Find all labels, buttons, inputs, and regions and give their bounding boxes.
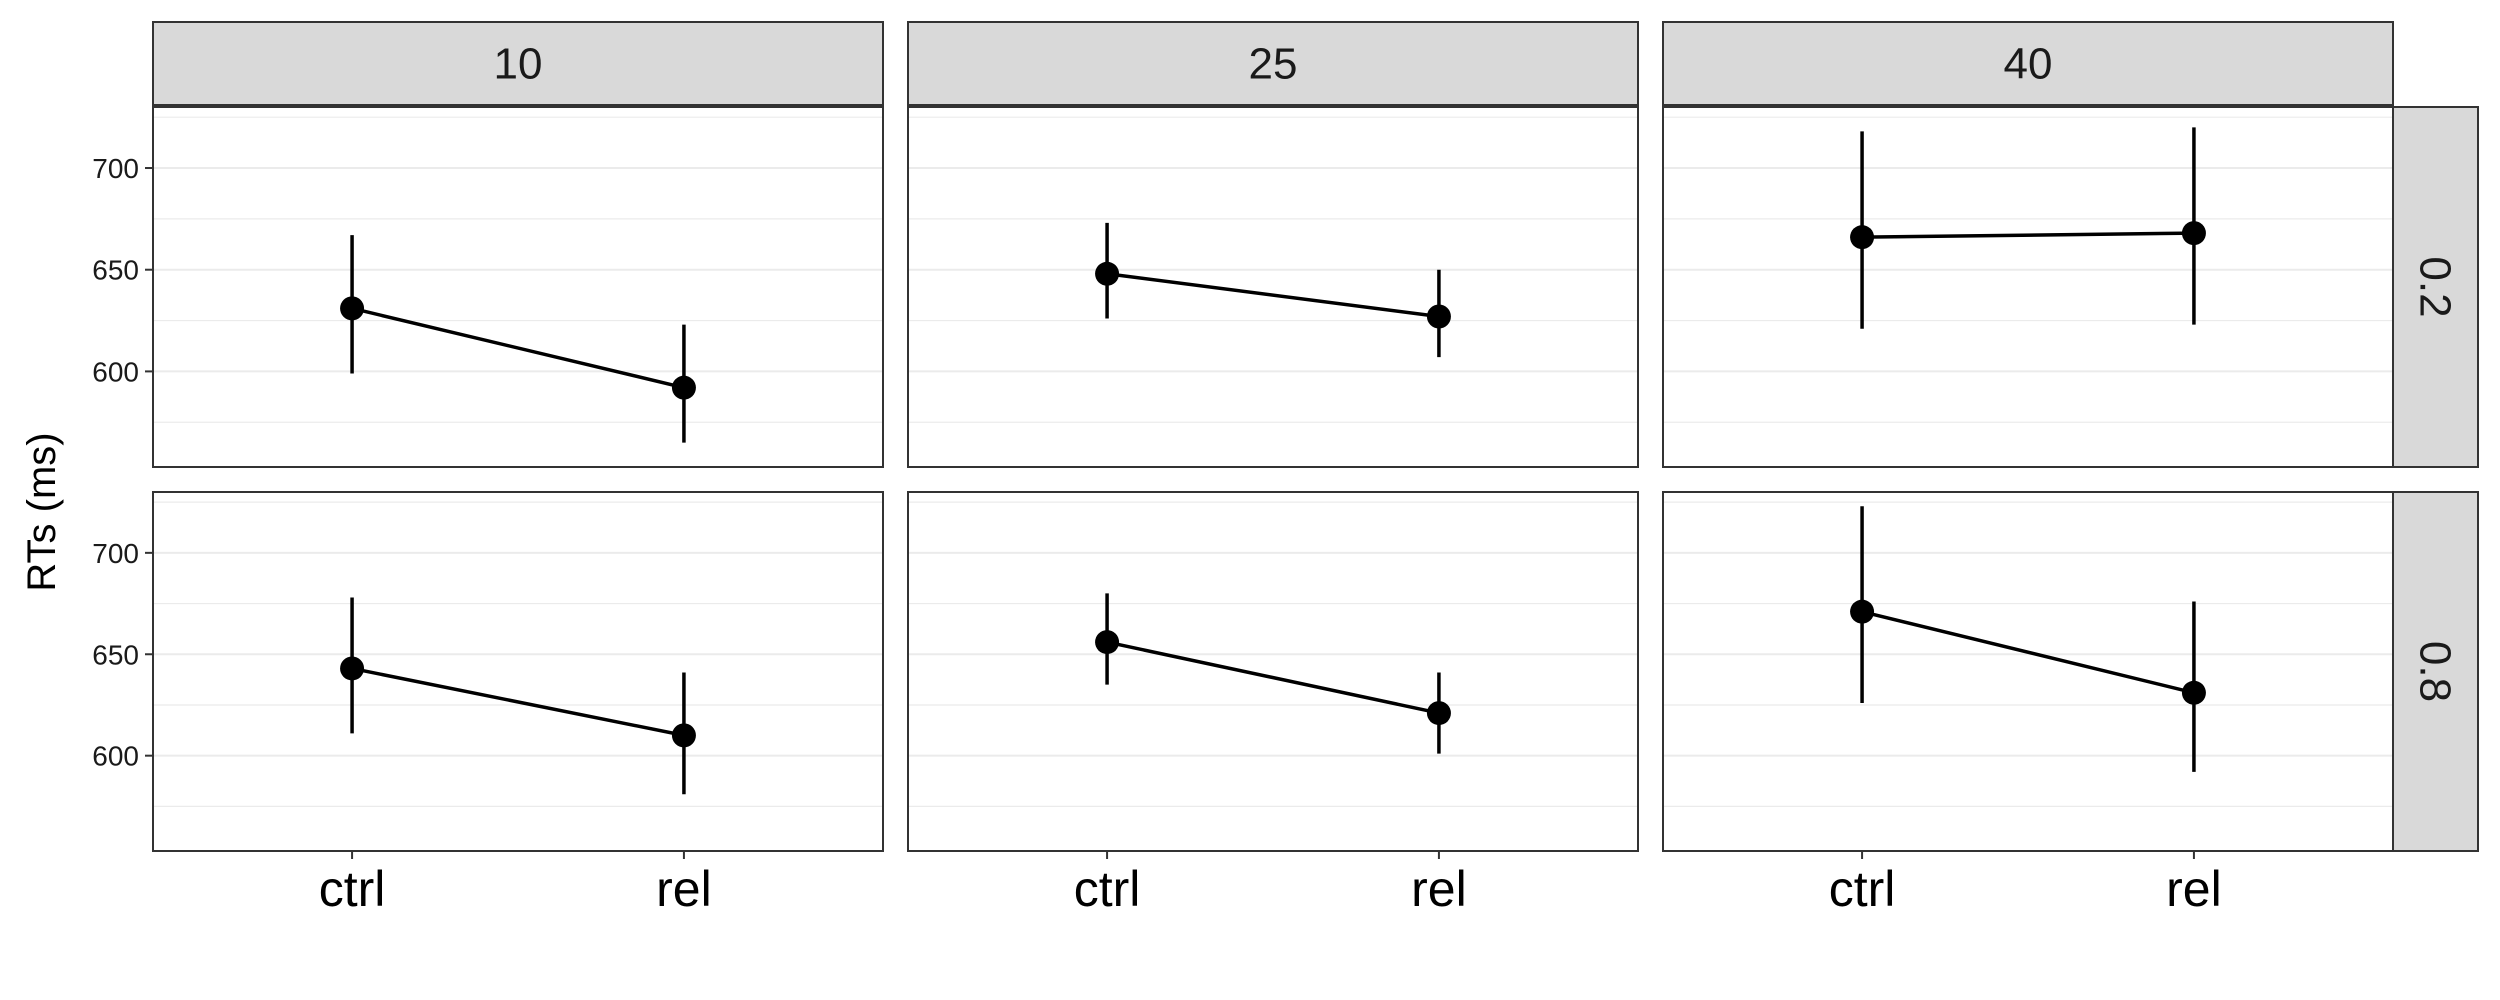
series-line bbox=[1862, 231, 2194, 239]
y-axis-title: RTs (ms) bbox=[20, 432, 64, 591]
facet-strip-label: 10 bbox=[494, 40, 543, 89]
panel-background bbox=[153, 107, 883, 467]
facet-strip-label: 0.2 bbox=[2411, 256, 2460, 317]
facet-strip-label: 40 bbox=[2004, 40, 2053, 89]
facet-strip-row bbox=[2392, 106, 2479, 468]
x-tick-label: rel bbox=[2166, 861, 2222, 917]
x-tick-label: ctrl bbox=[1829, 861, 1896, 917]
data-point bbox=[1850, 599, 1875, 624]
facet-strip-label: 25 bbox=[1249, 40, 1298, 89]
data-point bbox=[2181, 680, 2206, 705]
panel-border bbox=[152, 106, 884, 468]
series-line bbox=[351, 306, 685, 390]
facet-strip-col bbox=[152, 21, 884, 106]
panel-border bbox=[907, 106, 1639, 468]
data-point bbox=[1426, 701, 1451, 726]
y-tick-label: 700 bbox=[92, 153, 139, 184]
data-point bbox=[1095, 630, 1120, 655]
panel-background bbox=[1663, 492, 2393, 851]
panel-background bbox=[153, 492, 883, 851]
y-tick-label: 650 bbox=[92, 255, 139, 286]
data-point bbox=[1426, 304, 1451, 329]
x-tick-label: ctrl bbox=[1074, 861, 1141, 917]
x-tick-label: rel bbox=[656, 861, 712, 917]
series-line bbox=[1106, 640, 1440, 715]
y-tick-label: 600 bbox=[92, 741, 139, 772]
data-point bbox=[2181, 221, 2206, 246]
facet-strip-label: 0.8 bbox=[2411, 641, 2460, 702]
panel-border bbox=[1662, 491, 2394, 852]
data-point bbox=[1095, 261, 1120, 286]
panel-border bbox=[1662, 106, 2394, 468]
data-point bbox=[340, 656, 365, 681]
panel-border bbox=[152, 491, 884, 852]
data-point bbox=[671, 375, 696, 400]
series-line bbox=[1106, 272, 1440, 319]
series-line bbox=[351, 666, 685, 738]
data-point bbox=[340, 296, 365, 321]
x-tick-label: rel bbox=[1411, 861, 1467, 917]
panel-background bbox=[908, 492, 1638, 851]
panel-border bbox=[907, 491, 1639, 852]
facet-strip-row bbox=[2392, 491, 2479, 852]
y-tick-label: 600 bbox=[92, 356, 139, 387]
panel-background bbox=[1663, 107, 2393, 467]
panel-background bbox=[908, 107, 1638, 467]
x-tick-label: ctrl bbox=[319, 861, 386, 917]
y-tick-label: 650 bbox=[92, 639, 139, 670]
facet-strip-col bbox=[907, 21, 1639, 106]
y-tick-label: 700 bbox=[92, 538, 139, 569]
facet-strip-col bbox=[1662, 21, 2394, 106]
series-line bbox=[1861, 609, 2195, 695]
data-point bbox=[671, 723, 696, 748]
data-point bbox=[1850, 225, 1875, 250]
